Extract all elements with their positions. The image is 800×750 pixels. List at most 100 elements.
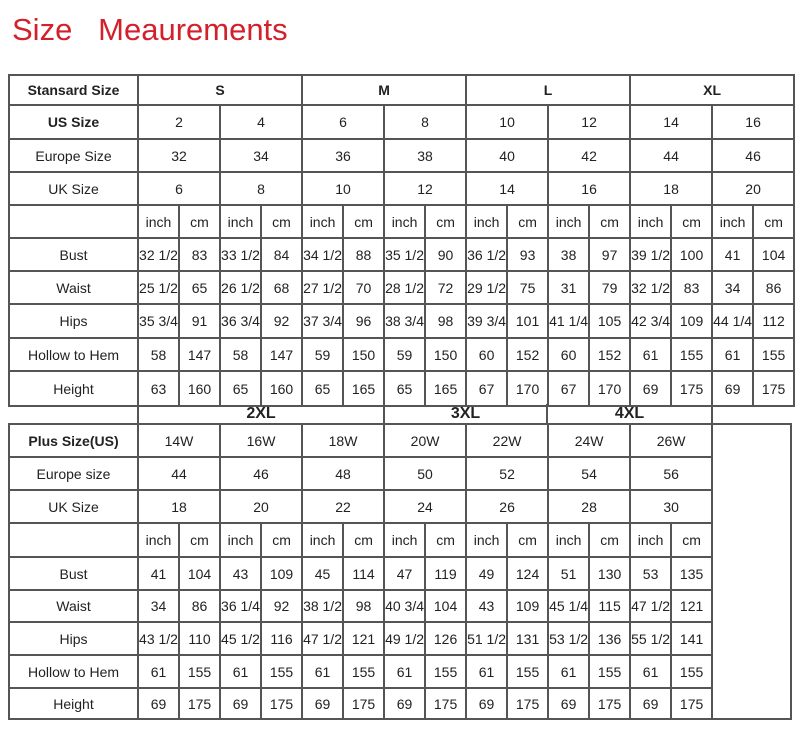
measurement-cell: 104 [752, 237, 796, 272]
row-label: Hollow to Hem [8, 337, 139, 372]
measurement-cell: 136 [588, 621, 632, 656]
measurement-cell: 175 [506, 687, 550, 720]
measurement-cell: 92 [259, 303, 304, 339]
unit-row: inch cm inch cm inch cm inch cm inch cm inch cm inch… [8, 204, 796, 239]
measurement-cell: 104 [177, 556, 222, 591]
measurement-cell: 58 [137, 337, 180, 372]
size-cell: 14 [465, 171, 550, 206]
measurement-cell: 59 [383, 337, 427, 372]
measurement-cell: 155 [424, 654, 468, 689]
measurement-cell: 43 [465, 589, 509, 623]
measurement-cell: 67 [465, 370, 509, 407]
measurement-cell: 70 [342, 270, 386, 305]
size-row: Europe Size 32 34 36 38 40 42 44 46 [8, 138, 796, 173]
measurement-cell: 92 [260, 589, 304, 623]
measurement-cell: 175 [260, 687, 304, 720]
row-label: Hollow to Hem [8, 654, 139, 689]
measurement-cell: 121 [670, 589, 714, 623]
measurement-cell: 61 [629, 337, 673, 372]
size-row: Europe size 44 46 48 50 52 54 56 [8, 456, 791, 491]
unit-header: cm [342, 522, 386, 558]
measurement-cell: 86 [177, 589, 222, 623]
measurement-cell: 55 1/2 [629, 621, 673, 656]
size-cell: 26W [629, 423, 714, 458]
size-cell: 34 [218, 138, 304, 173]
measurement-row: Hips 35 3/4 91 36 3/4 92 37 3/4 96 38 3/4 98 39 3… [8, 303, 796, 339]
measurement-cell: 37 3/4 [301, 303, 345, 339]
unit-header: inch [465, 204, 509, 239]
measurement-cell: 90 [424, 237, 468, 272]
measurement-cell: 49 [465, 556, 509, 591]
measurement-cell: 100 [670, 237, 714, 272]
unit-header: inch [137, 204, 180, 239]
measurement-cell: 35 3/4 [137, 303, 180, 339]
measurement-cell: 65 [301, 370, 345, 407]
measurement-cell: 51 [547, 556, 591, 591]
measurement-cell: 160 [178, 370, 221, 407]
measurement-cell: 98 [424, 303, 468, 339]
size-cell: 18 [629, 171, 714, 206]
measurement-cell: 96 [342, 303, 386, 339]
measurement-cell: 38 [547, 237, 591, 272]
standard-size-table: Stansard Size S M L XL US Size 2 4 6 8 10 12 14 16 Eur… [8, 74, 796, 407]
unit-header: inch [219, 204, 262, 239]
size-cell: 44 [136, 456, 222, 491]
measurement-cell: 61 [629, 654, 673, 689]
measurement-cell: 88 [342, 237, 386, 272]
measurement-cell: 34 1/2 [301, 237, 345, 272]
unit-header: inch [629, 204, 673, 239]
measurement-cell: 53 [629, 556, 673, 591]
measurement-cell: 36 1/4 [219, 589, 263, 623]
size-cell: 46 [219, 456, 304, 491]
row-label: Bust [8, 237, 139, 272]
measurement-cell: 155 [177, 654, 222, 689]
measurement-cell: 34 [711, 270, 755, 305]
unit-header: inch [465, 522, 509, 558]
measurement-cell: 69 [383, 687, 427, 720]
plus-size-table: Plus Size(US) 14W 16W 18W 20W 22W 24W 26W Europe… [8, 423, 793, 720]
unit-header: cm [342, 204, 386, 239]
measurement-cell: 155 [670, 337, 714, 372]
size-cell: 2 [137, 104, 221, 140]
size-cell: 14 [629, 104, 714, 140]
row-label: Europe Size [8, 138, 139, 173]
measurement-cell: 130 [588, 556, 632, 591]
measurement-cell: 84 [259, 237, 304, 272]
measurement-cell: 58 [219, 337, 262, 372]
unit-header: cm [588, 204, 632, 239]
unit-header: inch [137, 522, 180, 558]
size-cell: 22 [301, 489, 386, 524]
measurement-cell: 47 1/2 [301, 621, 345, 656]
measurement-cell: 39 3/4 [465, 303, 509, 339]
measurement-cell: 175 [424, 687, 468, 720]
measurement-cell: 69 [301, 687, 345, 720]
row-label: UK Size [8, 171, 139, 206]
size-cell: 56 [629, 456, 714, 491]
measurement-cell: 131 [506, 621, 550, 656]
measurement-cell: 28 1/2 [383, 270, 427, 305]
size-cell: 16W [219, 423, 304, 458]
row-label: US Size [8, 104, 139, 140]
measurement-cell: 165 [342, 370, 386, 407]
measurement-cell: 38 1/2 [301, 589, 345, 623]
size-cell: 16 [547, 171, 632, 206]
measurement-cell: 160 [259, 370, 304, 407]
measurement-cell: 152 [588, 337, 632, 372]
measurement-cell: 170 [506, 370, 550, 407]
size-group-row: Stansard Size S M L XL [8, 74, 796, 106]
row-label: UK Size [8, 489, 139, 524]
measurement-cell: 60 [547, 337, 591, 372]
measurement-cell: 79 [588, 270, 632, 305]
measurement-cell: 97 [588, 237, 632, 272]
measurement-cell: 69 [629, 370, 673, 407]
plus-group-4xl: 4XL [546, 404, 713, 423]
measurement-cell: 29 1/2 [465, 270, 509, 305]
measurement-cell: 43 [219, 556, 263, 591]
unit-header: cm [178, 204, 221, 239]
measurement-cell: 83 [670, 270, 714, 305]
size-cell: 20 [219, 489, 304, 524]
size-cell: 4 [218, 104, 304, 140]
size-cell: 22W [465, 423, 550, 458]
unit-header: inch [383, 522, 427, 558]
measurement-cell: 27 1/2 [301, 270, 345, 305]
